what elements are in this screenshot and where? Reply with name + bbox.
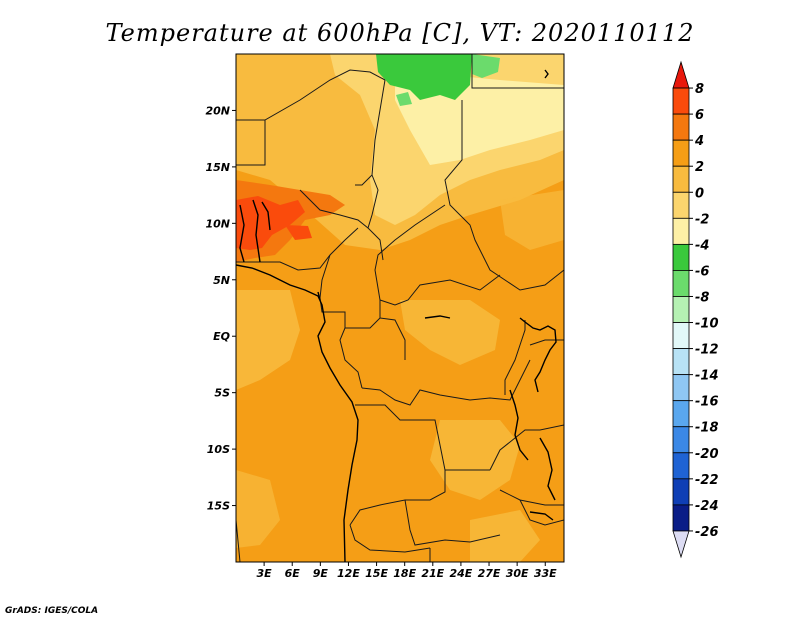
map-frame xyxy=(235,53,565,563)
colorbar-swatch xyxy=(672,322,690,349)
lon-tick-label: 21E xyxy=(421,567,444,580)
lat-tick-label: 10N xyxy=(205,217,230,230)
lat-tick-label: 5N xyxy=(213,274,230,287)
colorbar-tick-label: -22 xyxy=(695,473,719,488)
colorbar-tick-label: 6 xyxy=(695,108,704,123)
colorbar-swatch xyxy=(672,165,690,193)
colorbar-tick-label: -10 xyxy=(695,317,719,332)
lon-tick-label: 33E xyxy=(534,567,557,580)
colorbar-tick-label: -16 xyxy=(695,395,719,410)
colorbar-swatch xyxy=(672,191,690,219)
lat-tick-label: EQ xyxy=(213,330,230,343)
colorbar-swatch xyxy=(672,296,690,323)
longitude-axis: 3E 6E 9E 12E 15E 18E 21E 24E 27E 30E 33E xyxy=(257,562,557,580)
colorbar-swatch xyxy=(672,478,690,506)
colorbar-tick-label: -14 xyxy=(695,369,719,384)
colorbar-tick-label: -8 xyxy=(695,290,709,305)
latitude-axis: 20N 15N 10N 5N EQ 5S 10S 15S xyxy=(205,104,236,513)
colorbar-swatch xyxy=(672,243,690,271)
lon-tick-label: 3E xyxy=(257,567,273,580)
lat-tick-label: 15S xyxy=(207,500,230,513)
figure-title: Temperature at 600hPa [C], VT: 202011011… xyxy=(106,19,695,47)
colorbar-tick-label: 4 xyxy=(694,134,704,149)
colorbar-tick-label: -18 xyxy=(695,421,719,436)
colorbar-tick-label: -2 xyxy=(695,212,709,227)
colorbar-tick-label: -24 xyxy=(695,499,719,514)
colorbar-tick-label: 0 xyxy=(695,186,704,201)
lon-tick-label: 9E xyxy=(313,567,329,580)
lon-tick-label: 30E xyxy=(506,567,529,580)
coastline xyxy=(236,69,557,562)
lon-tick-label: 6E xyxy=(285,567,301,580)
colorbar-swatch xyxy=(672,139,690,167)
colorbar-swatch xyxy=(672,270,690,297)
lon-tick-label: 12E xyxy=(337,567,360,580)
colorbar-swatch xyxy=(672,217,690,245)
colorbar-tick-label: -6 xyxy=(695,264,709,279)
colorbar-swatch xyxy=(672,426,690,454)
colorbar-tick-label: -4 xyxy=(695,238,709,253)
colorbar: 8 6 4 2 0 -2 -4 -6 -8 -10 -12 -14 -16 -18 -20 -22 -24 -26 xyxy=(672,60,719,559)
lon-tick-label: 24E xyxy=(450,567,473,580)
lon-tick-label: 18E xyxy=(393,567,416,580)
colorbar-swatch xyxy=(672,400,690,428)
colorbar-swatch xyxy=(672,374,690,402)
lat-tick-label: 15N xyxy=(205,161,230,174)
colorbar-tick-label: 2 xyxy=(695,160,704,175)
colorbar-swatch xyxy=(672,452,690,480)
colorbar-swatch xyxy=(672,113,690,141)
credit-label: GrADS: IGES/COLA xyxy=(5,606,98,616)
colorbar-swatch xyxy=(672,60,690,89)
lat-tick-label: 5S xyxy=(214,387,230,400)
lon-tick-label: 27E xyxy=(478,567,501,580)
country-borders xyxy=(236,54,564,562)
colorbar-swatch xyxy=(672,530,690,559)
colorbar-swatch xyxy=(672,87,690,115)
colorbar-tick-label: 8 xyxy=(695,82,704,97)
lat-tick-label: 10S xyxy=(207,443,230,456)
colorbar-tick-label: -12 xyxy=(695,343,719,358)
colorbar-tick-label: -20 xyxy=(695,447,719,462)
lat-tick-label: 20N xyxy=(205,104,230,117)
colorbar-swatch xyxy=(672,348,690,376)
colorbar-tick-label: -26 xyxy=(695,525,719,540)
temperature-field xyxy=(236,54,564,562)
colorbar-swatch xyxy=(672,504,690,532)
lon-tick-label: 15E xyxy=(365,567,388,580)
